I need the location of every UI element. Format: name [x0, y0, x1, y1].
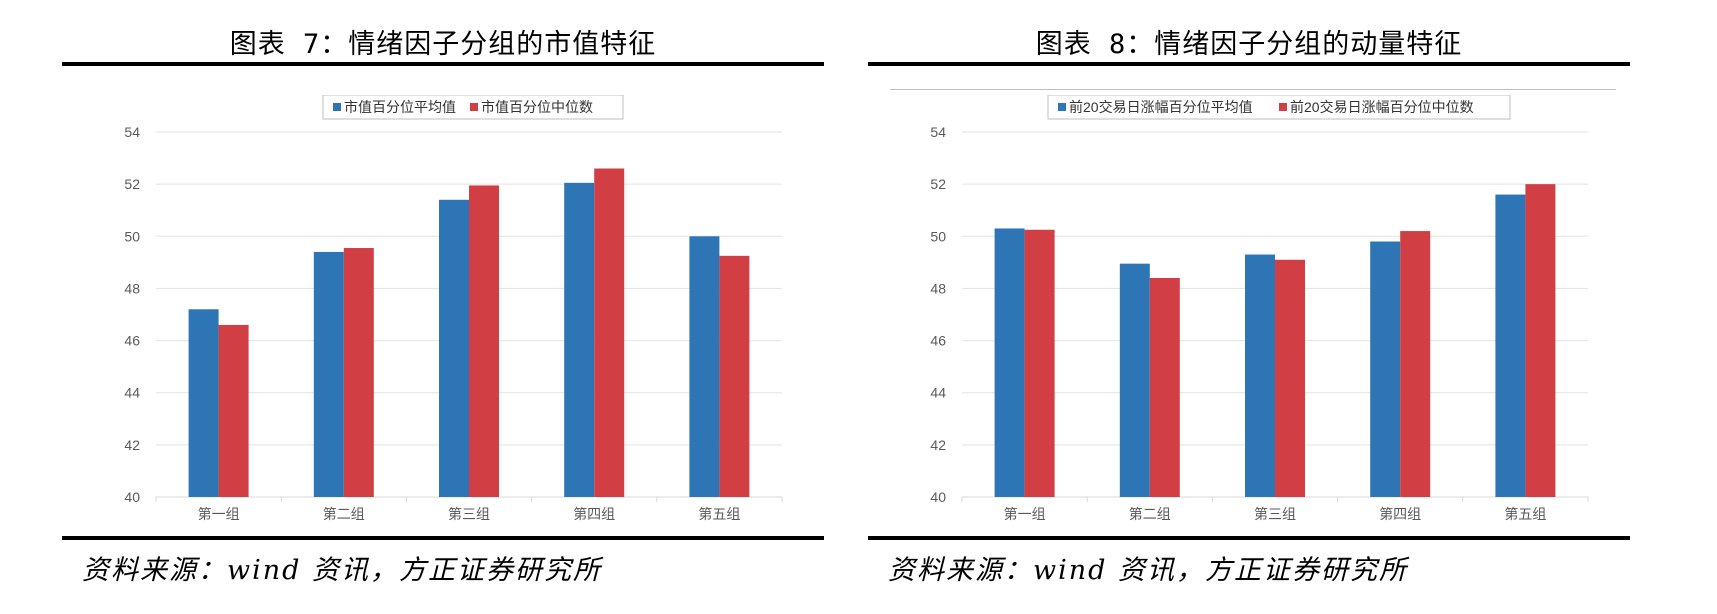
bar — [1400, 231, 1431, 498]
bar — [1275, 259, 1305, 497]
bar — [564, 182, 595, 497]
y-tick-label: 42 — [930, 437, 946, 453]
x-tick-label: 第二组 — [1129, 506, 1171, 522]
bar — [188, 309, 219, 497]
bar-chart-market-cap: 市值百分位平均值 市值百分位中位数 40 42 44 46 48 50 52 54 第一组 第二组 第三… — [124, 95, 783, 522]
title-rule — [868, 62, 1630, 66]
bar — [1495, 194, 1526, 498]
source-note: 资料来源：wind 资讯，方正证券研究所 — [82, 555, 603, 586]
title-rule — [62, 62, 824, 66]
x-tick-label: 第五组 — [1504, 506, 1546, 522]
bar — [1245, 254, 1275, 497]
y-tick-label: 52 — [930, 176, 946, 192]
y-tick-label: 54 — [930, 124, 946, 140]
y-tick-label: 40 — [124, 489, 140, 505]
bar — [439, 199, 469, 497]
bar — [719, 255, 750, 497]
y-tick-label: 40 — [930, 489, 946, 505]
x-tick-label: 第三组 — [1254, 506, 1296, 522]
x-tick-label: 第三组 — [448, 506, 490, 522]
bar — [689, 236, 720, 498]
bar — [1119, 263, 1150, 497]
legend-swatch — [1279, 103, 1287, 111]
y-tick-label: 48 — [930, 280, 946, 296]
bar — [1370, 241, 1401, 497]
legend-swatch — [1058, 103, 1066, 111]
legend-label: 市值百分位中位数 — [481, 99, 593, 115]
y-tick-label: 44 — [124, 385, 140, 401]
y-tick-label: 46 — [930, 333, 946, 349]
bar — [594, 168, 625, 497]
bar — [1149, 278, 1180, 497]
legend-label: 前20交易日涨幅百分位平均值 — [1069, 99, 1253, 115]
bar — [469, 185, 499, 498]
bar — [1024, 229, 1055, 497]
y-tick-label: 54 — [124, 124, 140, 140]
source-note: 资料来源：wind 资讯，方正证券研究所 — [888, 555, 1409, 586]
y-tick-label: 46 — [124, 333, 140, 349]
y-tick-label: 42 — [124, 437, 140, 453]
legend-swatch — [333, 103, 341, 111]
y-tick-label: 50 — [124, 228, 140, 244]
legend-swatch — [470, 103, 478, 111]
x-tick-label: 第四组 — [573, 506, 615, 522]
figure-title: 图表 8：情绪因子分组的动量特征 — [1035, 29, 1463, 60]
y-tick-label: 48 — [124, 280, 140, 296]
bar — [313, 251, 344, 497]
y-tick-label: 52 — [124, 176, 140, 192]
chart-top-border — [890, 89, 1616, 90]
x-tick-label: 第四组 — [1379, 506, 1421, 522]
bar — [343, 248, 374, 497]
x-tick-label: 第一组 — [1004, 506, 1046, 522]
legend-label: 前20交易日涨幅百分位中位数 — [1290, 99, 1474, 115]
x-tick-label: 第二组 — [323, 506, 365, 522]
bar — [218, 324, 249, 497]
chart-panel-right: 图表 8：情绪因子分组的动量特征 前20交易日涨幅百分位平均值 前20交易日涨幅百… — [868, 0, 1630, 614]
x-tick-label: 第一组 — [198, 506, 240, 522]
bar-chart-momentum: 前20交易日涨幅百分位平均值 前20交易日涨幅百分位中位数 40 42 44 46 48 50… — [930, 95, 1589, 522]
bar — [994, 228, 1025, 497]
y-tick-label: 44 — [930, 385, 946, 401]
y-tick-label: 50 — [930, 228, 946, 244]
legend-label: 市值百分位平均值 — [344, 99, 456, 115]
figure-title: 图表 7：情绪因子分组的市值特征 — [229, 29, 657, 60]
x-tick-label: 第五组 — [698, 506, 740, 522]
chart-panel-left: 图表 7：情绪因子分组的市值特征 市值百分位平均值 市值百分位中位数 40 42 44 4… — [62, 0, 824, 614]
bar — [1525, 184, 1556, 497]
source-rule — [62, 536, 824, 540]
source-rule — [868, 536, 1630, 540]
